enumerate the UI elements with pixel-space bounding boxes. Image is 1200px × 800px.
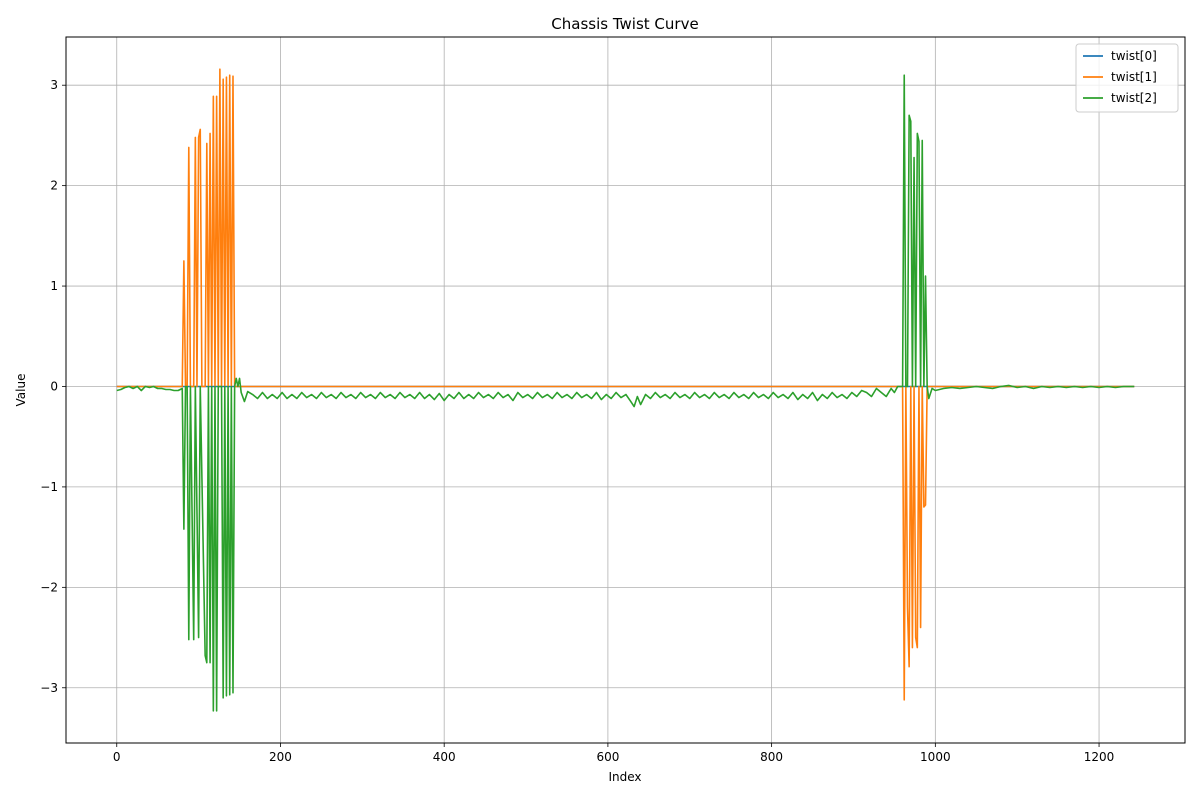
plot-area-frame <box>65 36 1186 744</box>
x-tick-label: 1000 <box>920 750 951 764</box>
y-tick-label: −1 <box>40 480 58 494</box>
legend-label: twist[1] <box>1111 70 1157 84</box>
x-tick-label: 400 <box>433 750 456 764</box>
x-tick-label: 1200 <box>1084 750 1115 764</box>
legend-label: twist[2] <box>1111 91 1157 105</box>
y-axis-label: Value <box>14 374 28 407</box>
chart-title: Chassis Twist Curve <box>551 15 698 33</box>
series-line-twist-2 <box>116 74 1135 712</box>
y-tick-label: 0 <box>50 379 58 393</box>
series-lines <box>116 68 1135 712</box>
x-tick-label: 600 <box>596 750 619 764</box>
y-tick-label: −3 <box>40 681 58 695</box>
legend-box <box>1075 43 1179 113</box>
x-tick-label: 200 <box>269 750 292 764</box>
legend: twist[0] twist[1] twist[2] <box>1075 43 1179 113</box>
axis-ticks: 0 200 400 600 800 1000 1200 −3 −2 −1 0 1 2 3 <box>40 78 1114 764</box>
x-axis-label: Index <box>608 770 641 784</box>
x-tick-label: 0 <box>113 750 121 764</box>
y-tick-label: −2 <box>40 580 58 594</box>
y-tick-label: 2 <box>50 179 58 193</box>
y-tick-label: 3 <box>50 78 58 92</box>
x-tick-label: 800 <box>760 750 783 764</box>
y-tick-label: 1 <box>50 279 58 293</box>
legend-label: twist[0] <box>1111 49 1157 63</box>
series-line-twist-1 <box>116 68 1135 701</box>
